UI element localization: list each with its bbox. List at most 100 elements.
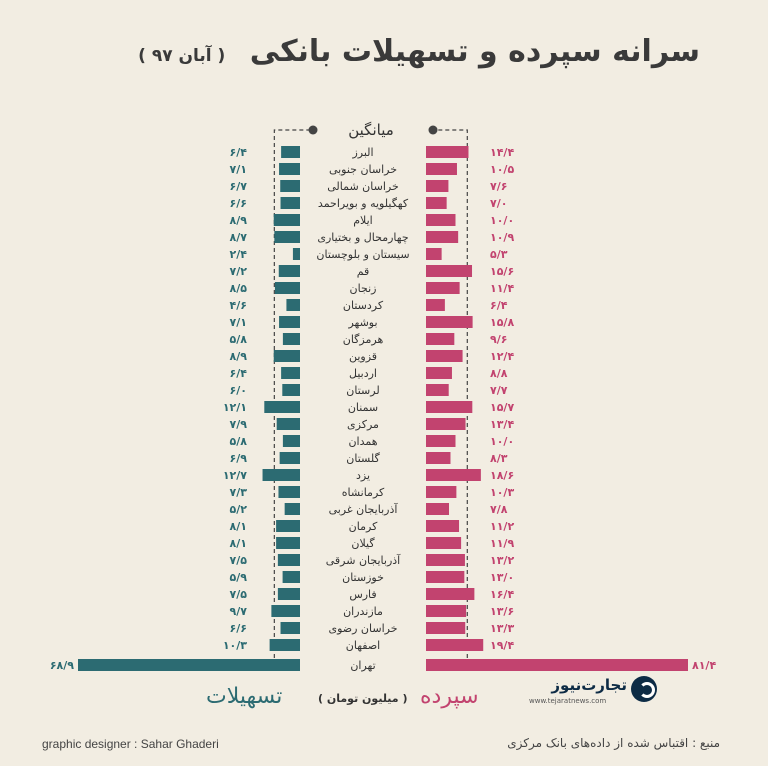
category-label: همدان [348,435,377,448]
bar-deposits [426,622,466,634]
bar-loans [276,520,300,532]
bar-deposits [426,639,484,651]
value-label-deposits: ۷/۷ [490,384,508,397]
bar-deposits [426,469,481,481]
bar-loans [281,146,300,158]
unit-label: ( میلیون تومان ) [318,692,408,705]
chart-subtitle: ( آبان ۹۷ ) [138,46,226,66]
value-label-deposits: ۱۵/۷ [490,401,514,414]
category-label: کهگیلویه و بویراحمد [318,197,409,210]
value-label-loans: ۵/۸ [230,435,248,448]
value-label-loans: ۶۸/۹ [50,659,74,672]
bar-deposits [426,554,465,566]
bar-loans [281,367,300,379]
value-label-loans: ۵/۲ [230,503,248,516]
category-label: خوزستان [342,571,384,584]
bar-deposits [426,605,467,617]
value-label-deposits: ۱۵/۶ [490,265,514,278]
bar-loans [78,659,300,671]
bar-loans [280,180,300,192]
bar-deposits [426,299,445,311]
bar-deposits [426,571,465,583]
bar-loans [280,197,300,209]
bar-loans [274,282,300,294]
value-label-loans: ۶/۷ [230,180,248,193]
bar-loans [277,588,300,600]
value-label-deposits: ۱۳/۰ [490,571,514,584]
bar-loans [282,333,300,345]
value-label-loans: ۷/۵ [230,588,248,601]
value-label-loans: ۵/۸ [230,333,248,346]
value-label-deposits: ۱۰/۰ [490,214,514,227]
value-label-loans: ۱۲/۱ [223,401,247,414]
bar-deposits [426,282,460,294]
value-label-loans: ۹/۷ [230,605,248,618]
value-label-deposits: ۱۰/۳ [490,486,514,499]
value-label-deposits: ۷/۰ [490,197,507,210]
bar-deposits [426,537,462,549]
category-label: مرکزی [347,418,379,431]
bar-loans [264,401,300,413]
diverging-bar-chart: میانگین البرز ۶/۴ ۱۴/۴ خراسان جنوبی ۷/۱ ۱۰/۵ خر… [50,121,717,672]
value-label-loans: ۶/۶ [230,197,247,210]
bar-loans [282,384,300,396]
value-label-deposits: ۱۱/۴ [490,282,514,295]
tejaratnews-logo: تجارت‌نیوز www.tejaratnews.com [527,672,667,712]
bar-deposits [426,503,450,515]
bar-deposits [426,163,457,175]
bar-deposits [426,248,442,260]
value-label-loans: ۸/۷ [230,231,248,244]
category-label: چهارمحال و بختیاری [317,231,408,244]
category-label: آذربایجان شرقی [326,553,401,567]
value-label-deposits: ۱۰/۰ [490,435,514,448]
bar-loans [276,418,300,430]
value-label-loans: ۸/۱ [230,520,247,533]
bar-deposits [426,333,455,345]
category-label: سیستان و بلوچستان [316,248,409,261]
bar-deposits [426,214,456,226]
value-label-loans: ۶/۴ [230,367,248,380]
value-label-loans: ۷/۵ [230,554,248,567]
bar-deposits [426,231,459,243]
value-label-loans: ۲/۴ [230,248,248,261]
bar-deposits [426,350,463,362]
average-marker-deposits [428,125,438,135]
value-label-deposits: ۱۶/۴ [490,588,514,601]
bar-deposits [426,197,447,209]
bar-deposits [426,418,466,430]
category-label: سمنان [348,401,378,414]
bar-deposits [426,659,688,671]
value-label-loans: ۵/۹ [230,571,248,584]
category-label: گیلان [351,537,375,550]
category-label: البرز [351,146,373,159]
value-label-deposits: ۱۱/۹ [490,537,514,550]
category-label: آذربایجان غربی [329,502,399,516]
value-label-deposits: ۹/۶ [490,333,507,346]
value-label-deposits: ۸۱/۴ [692,659,716,672]
value-label-deposits: ۱۳/۶ [490,605,514,618]
average-line-deposits [435,129,468,658]
value-label-deposits: ۷/۸ [490,503,508,516]
bar-deposits [426,435,456,447]
category-label: قزوین [349,350,377,363]
loans-series-label: تسهیلات [206,684,283,709]
value-label-deposits: ۸/۸ [490,367,508,380]
bar-loans [274,231,300,243]
average-label: میانگین [348,121,394,139]
category-label: فارس [349,588,376,601]
value-label-loans: ۷/۹ [230,418,248,431]
value-label-deposits: ۱۰/۵ [490,163,514,176]
source-note: منبع : اقتباس شده از داده‌های بانک مرکزی [507,736,720,750]
bar-deposits [426,180,449,192]
value-label-loans: ۸/۹ [230,214,248,227]
category-label: گلستان [346,452,380,465]
value-label-loans: ۶/۶ [230,622,247,635]
average-line-loans [273,129,311,658]
value-label-loans: ۸/۹ [230,350,248,363]
bar-loans [286,299,300,311]
value-label-loans: ۶/۹ [230,452,248,465]
bar-loans [278,265,300,277]
category-label: اصفهان [346,639,380,652]
value-label-deposits: ۱۰/۹ [490,231,514,244]
value-label-deposits: ۱۵/۸ [490,316,514,329]
